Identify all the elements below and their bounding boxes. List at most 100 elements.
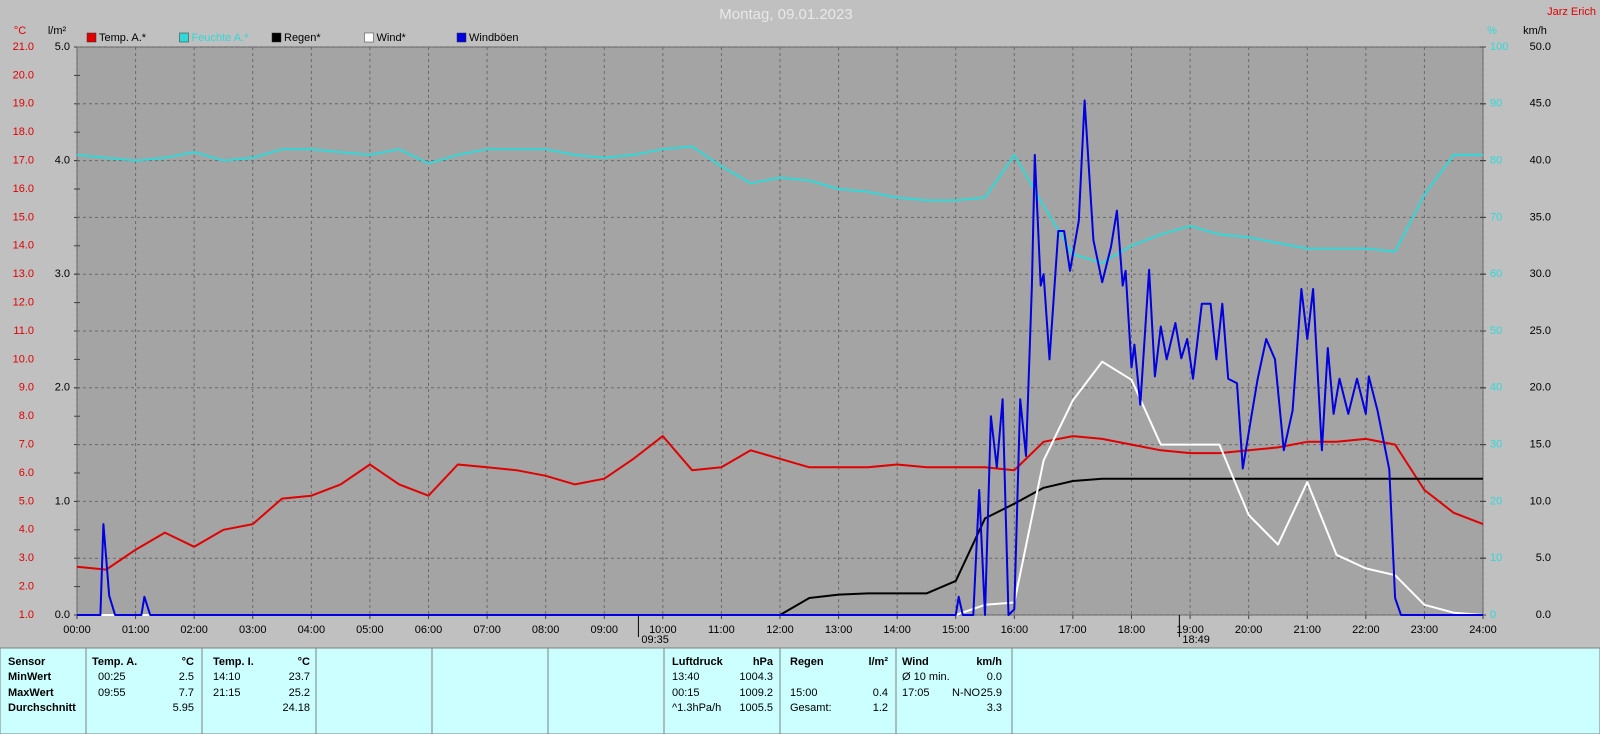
- legend-swatch: [364, 32, 374, 43]
- series-line: [76, 145, 1483, 264]
- table-header: Regen: [790, 656, 824, 668]
- table-header: Wind: [902, 656, 929, 668]
- y3-tick-label: 0: [1490, 609, 1496, 621]
- table-cell: 7.7: [179, 687, 194, 699]
- x-tick-label: 06:00: [415, 624, 443, 636]
- y-tick-label: 16.0: [13, 183, 34, 195]
- y4-tick-label: 20.0: [1530, 382, 1551, 394]
- y-tick-label: 6.0: [19, 467, 34, 479]
- table-header: l/m²: [868, 656, 888, 668]
- y3-tick-label: 40: [1490, 382, 1502, 394]
- x-tick-label: 13:00: [825, 624, 853, 636]
- legend-label: Wind*: [377, 32, 407, 44]
- y3-tick-label: 20: [1490, 495, 1502, 507]
- author: Jarz Erich: [1547, 6, 1596, 18]
- legend-swatch: [86, 32, 97, 43]
- table-cell: 13:40: [672, 671, 700, 683]
- x-tick-label: 09:00: [590, 624, 618, 636]
- table-cell: 1005.5: [739, 702, 773, 714]
- y3-tick-label: 60: [1490, 268, 1502, 280]
- y4-tick-label: 35.0: [1530, 211, 1551, 223]
- y4-tick-label: 45.0: [1530, 98, 1551, 110]
- legend-label: Regen*: [284, 32, 321, 44]
- y4-tick-label: 50.0: [1530, 41, 1551, 53]
- table-cell: 2.5: [179, 671, 194, 683]
- x-tick-label: 24:00: [1469, 624, 1497, 636]
- y-tick-label: 15.0: [13, 211, 34, 223]
- table-header: Temp. I.: [213, 656, 254, 668]
- y4-axis-unit: km/h: [1523, 25, 1547, 37]
- y2-tick-label: 5.0: [55, 41, 70, 53]
- y-tick-label: 13.0: [13, 268, 34, 280]
- table-cell: Gesamt:: [790, 702, 832, 714]
- y-tick-label: 12.0: [13, 297, 34, 309]
- annotation-label: 09:35: [641, 634, 669, 646]
- y-tick-label: 10.0: [13, 353, 34, 365]
- y-tick-label: 7.0: [19, 439, 34, 451]
- table-cell: 5.95: [173, 702, 194, 714]
- x-tick-label: 17:00: [1059, 624, 1087, 636]
- y4-tick-label: 5.0: [1536, 552, 1551, 564]
- y2-tick-label: 2.0: [55, 382, 70, 394]
- table-cell: 24.18: [282, 702, 310, 714]
- y-tick-label: 20.0: [13, 69, 34, 81]
- x-tick-label: 01:00: [122, 624, 150, 636]
- table-cell: 00:25: [98, 671, 126, 683]
- table-header: Luftdruck: [672, 656, 724, 668]
- y-tick-label: 19.0: [13, 98, 34, 110]
- y4-tick-label: 10.0: [1530, 495, 1551, 507]
- x-tick-label: 07:00: [473, 624, 501, 636]
- table-header: °C: [298, 656, 310, 668]
- x-tick-label: 20:00: [1235, 624, 1263, 636]
- table-cell: 0.0: [987, 671, 1002, 683]
- table-cell: 25.2: [289, 687, 310, 699]
- y-tick-label: 17.0: [13, 155, 34, 167]
- y4-tick-label: 40.0: [1530, 155, 1551, 167]
- y-tick-label: 8.0: [19, 410, 34, 422]
- legend-swatch: [179, 32, 189, 43]
- y2-tick-label: 0.0: [55, 609, 70, 621]
- table-area: [0, 647, 1600, 734]
- y4-tick-label: 15.0: [1530, 439, 1551, 451]
- x-tick-label: 11:00: [708, 624, 735, 636]
- table-cell: 3.3: [987, 702, 1002, 714]
- y2-tick-label: 3.0: [55, 268, 70, 280]
- y3-tick-label: 80: [1490, 155, 1502, 167]
- x-tick-label: 16:00: [1001, 624, 1029, 636]
- y3-tick-label: 10: [1490, 552, 1502, 564]
- x-tick-label: 23:00: [1411, 624, 1439, 636]
- y-tick-label: 9.0: [19, 382, 34, 394]
- chart-title: Montag, 09.01.2023: [719, 6, 852, 23]
- y3-tick-label: 70: [1490, 211, 1502, 223]
- table-cell: 1.2: [873, 702, 888, 714]
- x-tick-label: 22:00: [1352, 624, 1380, 636]
- annotation-label: 18:49: [1182, 634, 1210, 646]
- y3-tick-label: 90: [1490, 98, 1502, 110]
- x-tick-label: 04:00: [298, 624, 326, 636]
- legend-label: Feuchte A.*: [192, 32, 250, 44]
- table-cell: 09:55: [98, 687, 126, 699]
- y2-tick-label: 1.0: [55, 495, 70, 507]
- x-tick-label: 03:00: [239, 624, 267, 636]
- table-cell: 0.4: [873, 687, 888, 699]
- y4-tick-label: 0.0: [1536, 609, 1551, 621]
- y-tick-label: 21.0: [13, 41, 34, 53]
- y2-tick-label: 4.0: [55, 155, 70, 167]
- y3-tick-label: 100: [1490, 41, 1508, 53]
- x-tick-label: 19:00: [1176, 624, 1204, 636]
- y-tick-label: 3.0: [19, 552, 34, 564]
- x-tick-label: 10:00: [649, 624, 677, 636]
- table-header: Temp. A.: [92, 656, 137, 668]
- series-line: [77, 99, 1483, 616]
- x-tick-label: 00:00: [63, 624, 91, 636]
- y-tick-label: 4.0: [19, 524, 34, 536]
- table-header: hPa: [753, 656, 774, 668]
- legend-swatch: [456, 32, 467, 43]
- table-cell: 1004.3: [739, 671, 773, 683]
- x-tick-label: 12:00: [766, 624, 794, 636]
- x-tick-label: 18:00: [1118, 624, 1146, 636]
- table-cell: MinWert: [8, 671, 52, 683]
- table-cell: 23.7: [289, 671, 310, 683]
- table-header: Sensor: [8, 656, 46, 668]
